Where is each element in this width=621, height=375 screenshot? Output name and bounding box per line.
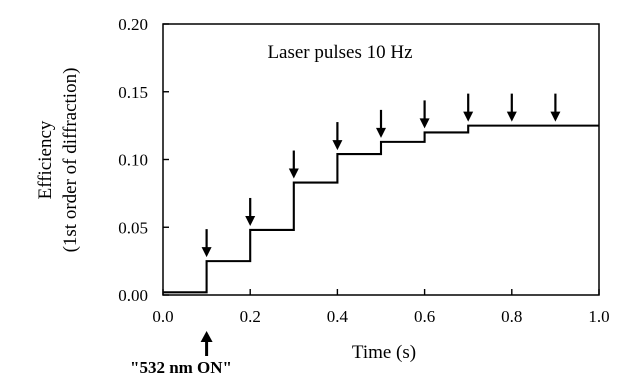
x-tick-label-3: 0.6 <box>414 307 435 326</box>
pulse-arrow-head-1 <box>245 215 256 226</box>
y-tick-label-2: 0.10 <box>118 151 148 170</box>
pulse-arrows <box>201 93 561 258</box>
x-axis-title: Time (s) <box>352 342 416 363</box>
y-tick-label-0: 0.00 <box>118 286 148 305</box>
plot-frame <box>162 23 600 296</box>
plot-area <box>162 23 600 296</box>
series-layer <box>163 124 599 294</box>
y-axis-tick-labels: 0.00 0.05 0.10 0.15 0.20 <box>118 15 148 305</box>
pulse-arrow-head-7 <box>506 111 517 122</box>
pulse-arrow-head-2 <box>288 168 299 179</box>
y-tick-label-4: 0.20 <box>118 15 148 34</box>
pulse-arrow-head-3 <box>332 140 343 151</box>
x-tick-label-4: 0.8 <box>501 307 522 326</box>
pulse-arrow-head-6 <box>463 111 474 122</box>
y-axis-title-line2: (1st order of diffraction) <box>60 68 81 253</box>
x-tick-label-0: 0.0 <box>152 307 173 326</box>
y-axis-title-line1: Efficiency <box>35 120 56 199</box>
x-axis-tick-labels: 0.0 0.2 0.4 0.6 0.8 1.0 <box>152 307 609 326</box>
x-axis-ticks <box>162 289 600 295</box>
y-tick-label-1: 0.05 <box>118 218 148 237</box>
pulse-arrow-head-0 <box>201 247 212 258</box>
pulse-arrow-head-5 <box>419 118 430 129</box>
x-tick-label-2: 0.4 <box>327 307 349 326</box>
on-arrow <box>200 331 213 356</box>
y-tick-label-3: 0.15 <box>118 83 148 102</box>
pulse-arrow-head-4 <box>376 127 386 138</box>
x-tick-label-1: 0.2 <box>240 307 261 326</box>
laser-pulses-annotation: Laser pulses 10 Hz <box>267 42 412 63</box>
x-tick-label-5: 1.0 <box>588 307 609 326</box>
data-series-line-0 <box>163 124 599 294</box>
on-arrow-head <box>200 331 213 342</box>
pulse-arrow-head-8 <box>550 111 561 122</box>
y-axis-ticks <box>163 23 169 296</box>
532-nm-on-annotation: "532 nm ON" <box>130 358 232 375</box>
